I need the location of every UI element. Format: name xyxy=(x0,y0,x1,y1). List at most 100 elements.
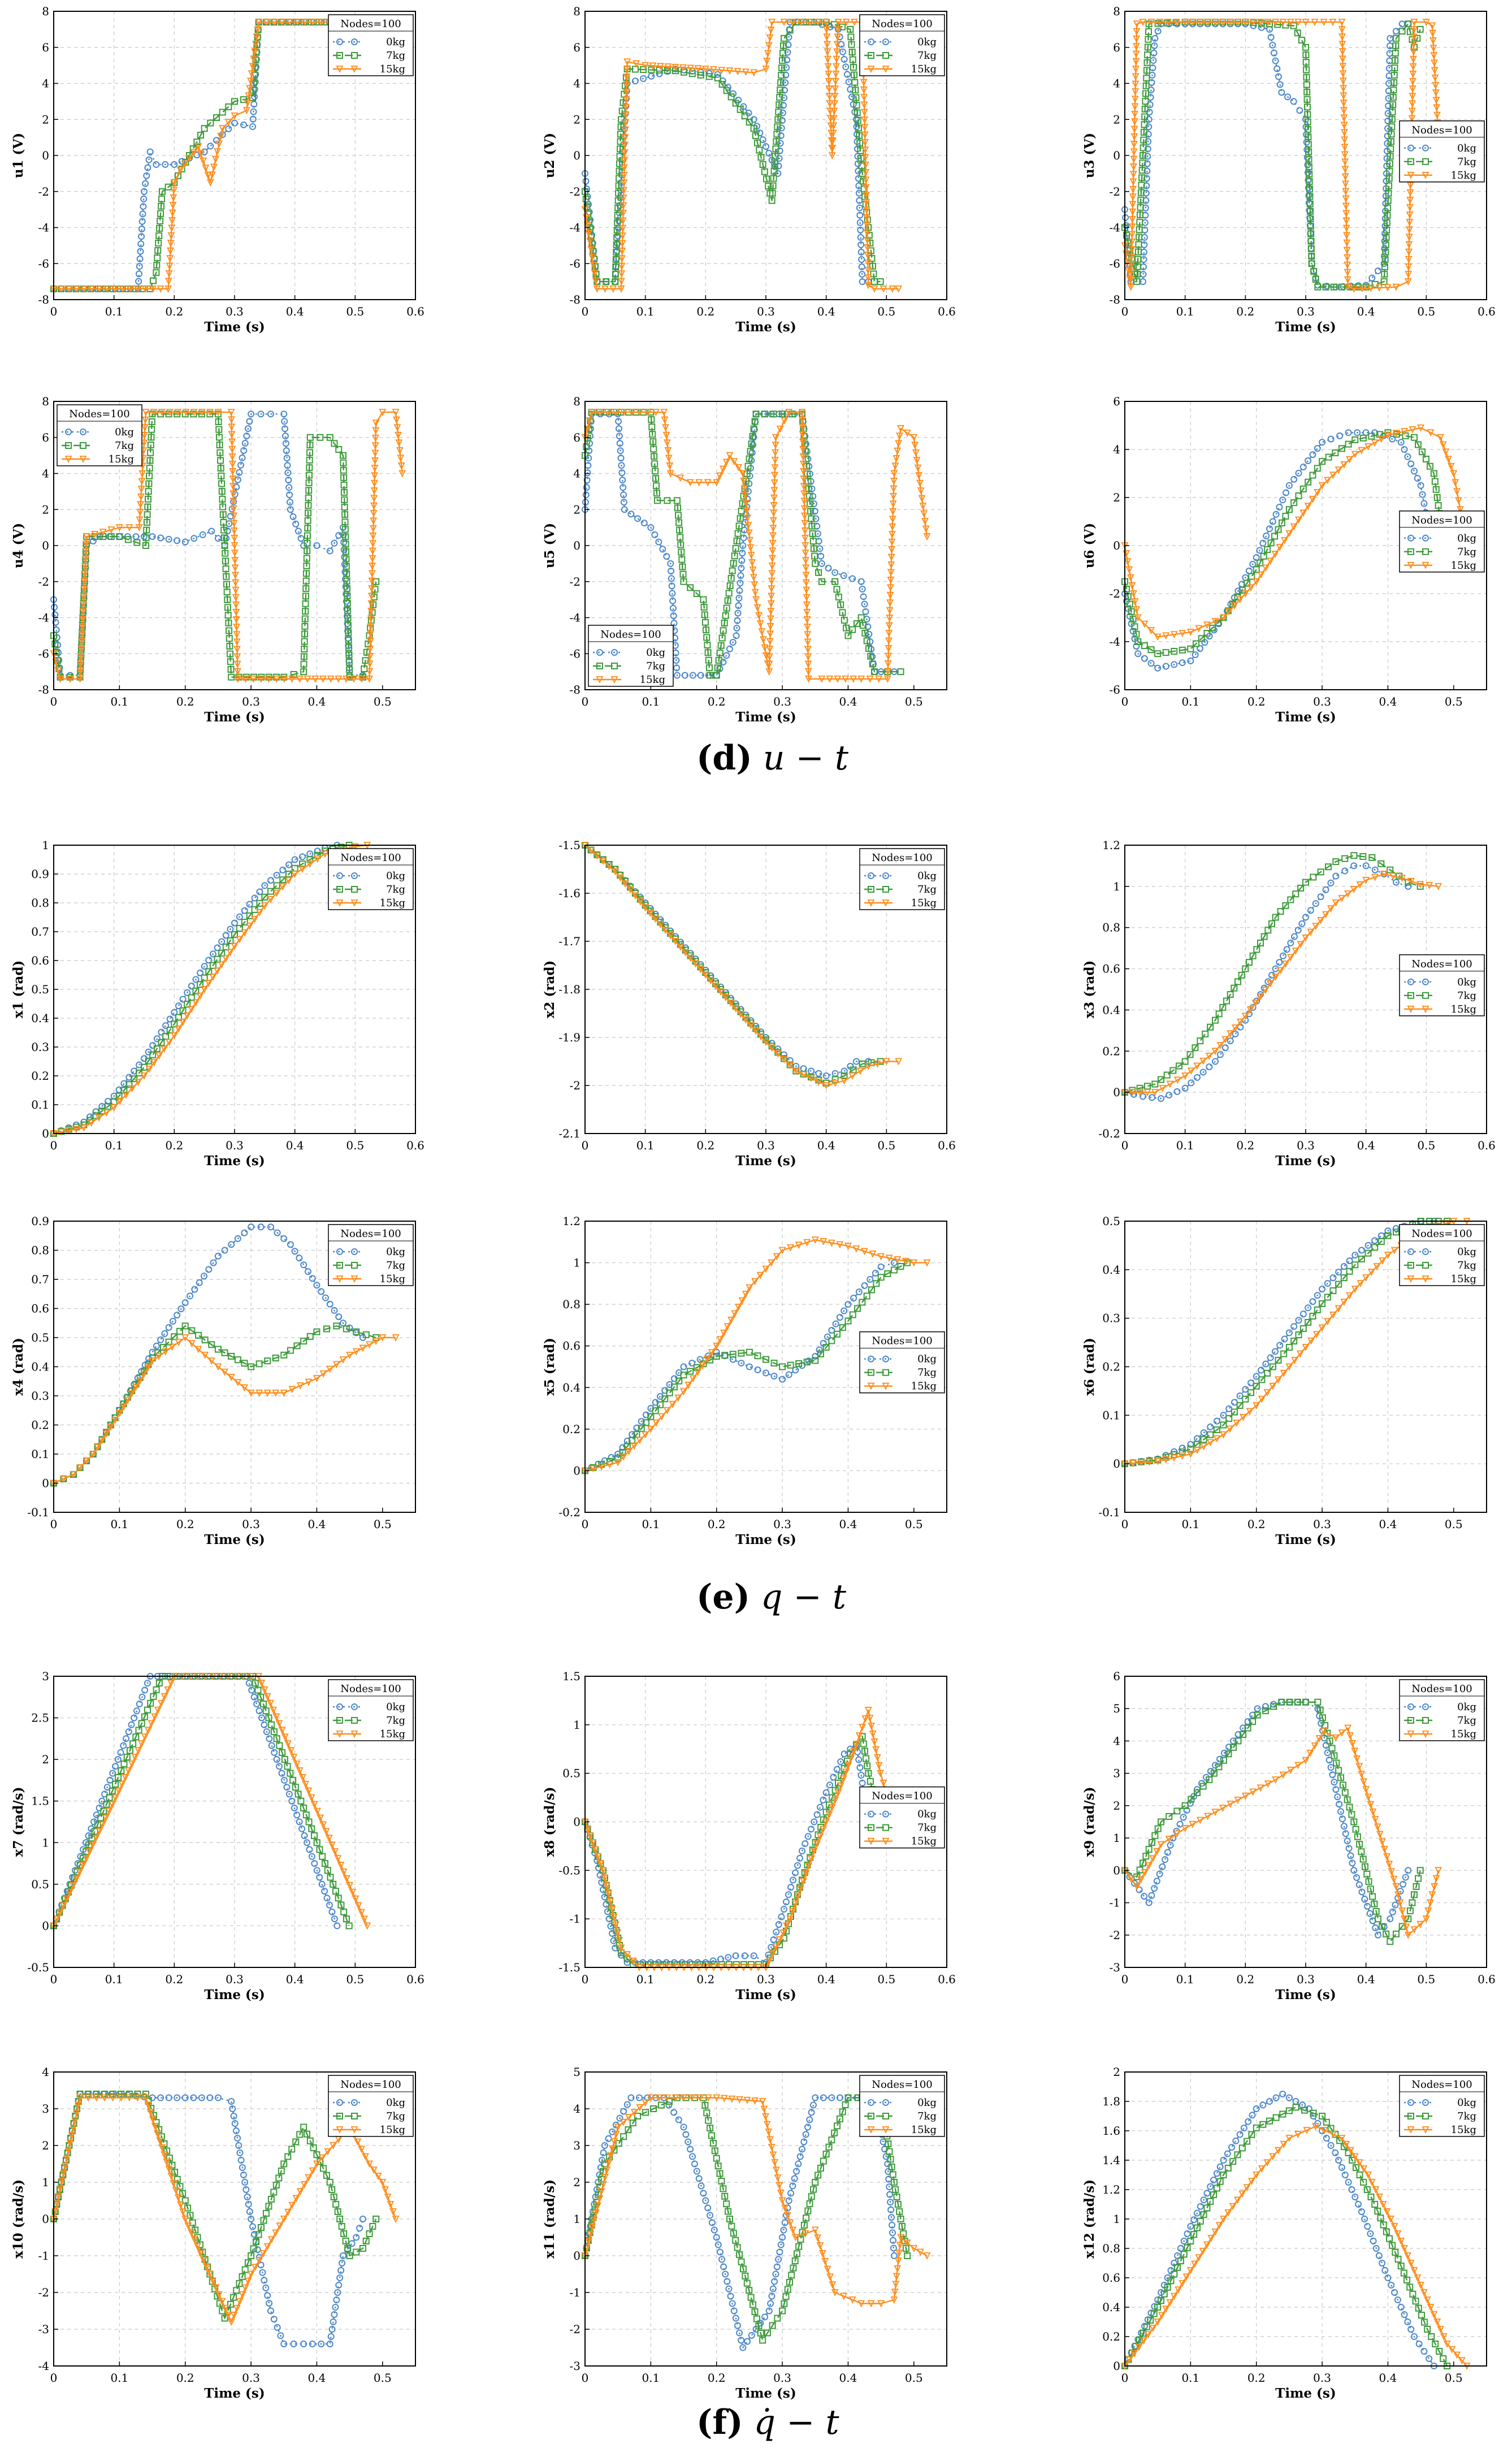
y-tick-label: 0.1 xyxy=(1102,1408,1120,1422)
x-axis-label: Time (s) xyxy=(204,1153,265,1169)
x-tick-label: 0 xyxy=(1121,2371,1129,2385)
y-tick-label: 0.3 xyxy=(1102,1312,1120,1325)
x-tick-label: 0 xyxy=(1121,1972,1129,1986)
y-tick-label: -1.7 xyxy=(558,935,580,948)
x-tick-label: 0.5 xyxy=(346,1972,364,1986)
y-tick-label: 0.4 xyxy=(1102,2300,1120,2314)
y-tick-label: 6 xyxy=(1113,41,1120,54)
y-tick-label: 0.7 xyxy=(31,925,49,938)
y-tick-label: 6 xyxy=(1113,395,1120,408)
y-tick-label: 0.6 xyxy=(1102,962,1120,976)
y-tick-label: -6 xyxy=(570,257,580,270)
x-tick-label: 0.2 xyxy=(176,2371,194,2385)
legend-title: Nodes=100 xyxy=(1411,514,1472,526)
y-tick-label: -4 xyxy=(38,611,49,625)
x-tick-label: 0 xyxy=(50,1517,58,1531)
legend-entry-15kg: 15kg xyxy=(380,1273,405,1285)
legend-entry-7kg: 7kg xyxy=(386,50,405,62)
legend-entry-0kg: 0kg xyxy=(917,870,937,882)
y-tick-label: 0.2 xyxy=(31,1418,49,1432)
y-tick-label: 8 xyxy=(42,5,49,18)
x-tick-label: 0.4 xyxy=(1379,1517,1397,1531)
y-tick-label: 0.8 xyxy=(1102,2242,1120,2255)
x-tick-label: 0.2 xyxy=(165,305,183,318)
x-tick-label: 0 xyxy=(50,1139,58,1152)
x-tick-label: 0.5 xyxy=(1417,1139,1435,1152)
y-tick-label: 2 xyxy=(1113,1799,1120,1813)
x-tick-label: 0.2 xyxy=(696,1972,714,1986)
y-tick-label: 0.8 xyxy=(562,1297,580,1311)
y-axis-label: u5 (V) xyxy=(542,523,557,568)
y-tick-label: 0 xyxy=(42,1477,49,1490)
y-tick-label: 4 xyxy=(1113,77,1120,90)
y-tick-label: 0.6 xyxy=(1102,2271,1120,2285)
y-axis-label: u2 (V) xyxy=(542,133,557,178)
y-axis-label: x7 (rad/s) xyxy=(11,1787,26,1857)
y-tick-label: 2 xyxy=(42,503,49,516)
x-tick-label: 0.1 xyxy=(110,2371,128,2385)
y-tick-label: 3 xyxy=(1113,1767,1120,1780)
legend-entry-0kg: 0kg xyxy=(917,2097,937,2109)
caption-e-label: (e) xyxy=(696,1577,750,1617)
x-tick-label: 0.6 xyxy=(406,1139,424,1152)
legend-title: Nodes=100 xyxy=(1411,1228,1472,1240)
y-tick-label: 6 xyxy=(42,431,49,444)
x-axis-label: Time (s) xyxy=(204,1987,265,2002)
series-line-15kg xyxy=(1125,874,1439,1092)
y-tick-label: 1 xyxy=(573,2212,580,2226)
y-tick-label: 0.5 xyxy=(562,1767,580,1780)
x-tick-label: 0 xyxy=(1121,1517,1129,1531)
x-axis-label: Time (s) xyxy=(1275,1153,1336,1169)
y-tick-label: 0.9 xyxy=(31,1214,49,1228)
x-tick-label: 0.3 xyxy=(242,695,260,708)
y-tick-label: 1 xyxy=(42,1836,49,1849)
x-tick-label: 0.2 xyxy=(165,1972,183,1986)
y-tick-label: -3 xyxy=(570,2359,580,2373)
x-tick-label: 0 xyxy=(582,305,589,318)
x-tick-label: 0.5 xyxy=(877,305,895,318)
y-tick-label: -6 xyxy=(1110,683,1120,697)
y-tick-label: 1 xyxy=(42,838,49,852)
y-tick-label: 4 xyxy=(42,77,49,90)
x-axis-label: Time (s) xyxy=(735,319,796,335)
legend-title: Nodes=100 xyxy=(1411,124,1472,136)
y-tick-label: -3 xyxy=(1110,1961,1120,1974)
x-tick-label: 0.3 xyxy=(226,1139,244,1152)
y-tick-label: 2 xyxy=(573,113,580,126)
y-axis-label: x10 (rad/s) xyxy=(11,2179,26,2259)
x-tick-label: 0.2 xyxy=(176,695,194,708)
y-tick-label: 0.2 xyxy=(562,1422,580,1436)
x-tick-label: 0.5 xyxy=(905,2371,923,2385)
caption-d: (d) u − t xyxy=(696,738,848,778)
x-tick-label: 0.1 xyxy=(642,2371,660,2385)
legend-title: Nodes=100 xyxy=(872,852,932,864)
x-tick-label: 0.1 xyxy=(636,305,655,318)
x-tick-label: 0 xyxy=(1121,305,1129,318)
y-tick-label: 0 xyxy=(1113,1863,1120,1877)
y-tick-label: 0.2 xyxy=(1102,1044,1120,1058)
series-line-7kg xyxy=(1125,432,1447,654)
y-tick-label: 0 xyxy=(573,149,580,162)
legend-entry-7kg: 7kg xyxy=(1457,990,1476,1002)
y-tick-label: 0 xyxy=(1113,1085,1120,1099)
y-tick-label: -2 xyxy=(1110,185,1120,198)
legend-entry-15kg: 15kg xyxy=(911,1836,937,1848)
y-axis-label: x4 (rad) xyxy=(11,1338,26,1396)
y-tick-label: -2 xyxy=(1110,587,1120,600)
legend-title: Nodes=100 xyxy=(600,629,661,641)
x-axis-label: Time (s) xyxy=(204,710,265,725)
x-tick-label: 0.1 xyxy=(1176,1139,1194,1152)
y-tick-label: -0.2 xyxy=(558,1506,580,1519)
x-tick-label: 0.5 xyxy=(1445,1517,1463,1531)
legend-title: Nodes=100 xyxy=(340,852,401,864)
y-tick-label: -4 xyxy=(38,2359,49,2373)
legend-title: Nodes=100 xyxy=(872,1335,932,1347)
y-tick-label: 2 xyxy=(42,2139,49,2152)
x-tick-label: 0.1 xyxy=(110,695,128,708)
legend-entry-15kg: 15kg xyxy=(1451,560,1476,572)
